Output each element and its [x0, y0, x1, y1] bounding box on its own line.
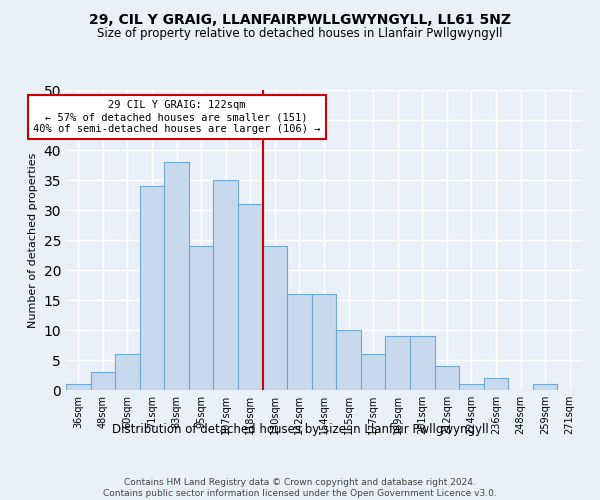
- Bar: [238, 204, 263, 390]
- Y-axis label: Number of detached properties: Number of detached properties: [28, 152, 38, 328]
- Bar: [287, 294, 312, 390]
- Text: Contains HM Land Registry data © Crown copyright and database right 2024.
Contai: Contains HM Land Registry data © Crown c…: [103, 478, 497, 498]
- Bar: [336, 330, 361, 390]
- Bar: [410, 336, 434, 390]
- Bar: [66, 384, 91, 390]
- Bar: [361, 354, 385, 390]
- Text: 29 CIL Y GRAIG: 122sqm
← 57% of detached houses are smaller (151)
40% of semi-de: 29 CIL Y GRAIG: 122sqm ← 57% of detached…: [33, 100, 320, 134]
- Text: 29, CIL Y GRAIG, LLANFAIRPWLLGWYNGYLL, LL61 5NZ: 29, CIL Y GRAIG, LLANFAIRPWLLGWYNGYLL, L…: [89, 12, 511, 26]
- Bar: [140, 186, 164, 390]
- Bar: [533, 384, 557, 390]
- Bar: [459, 384, 484, 390]
- Bar: [484, 378, 508, 390]
- Bar: [164, 162, 189, 390]
- Bar: [263, 246, 287, 390]
- Bar: [434, 366, 459, 390]
- Text: Size of property relative to detached houses in Llanfair Pwllgwyngyll: Size of property relative to detached ho…: [97, 28, 503, 40]
- Bar: [91, 372, 115, 390]
- Bar: [115, 354, 140, 390]
- Bar: [385, 336, 410, 390]
- Text: Distribution of detached houses by size in Llanfair Pwllgwyngyll: Distribution of detached houses by size …: [112, 424, 488, 436]
- Bar: [312, 294, 336, 390]
- Bar: [189, 246, 214, 390]
- Bar: [214, 180, 238, 390]
